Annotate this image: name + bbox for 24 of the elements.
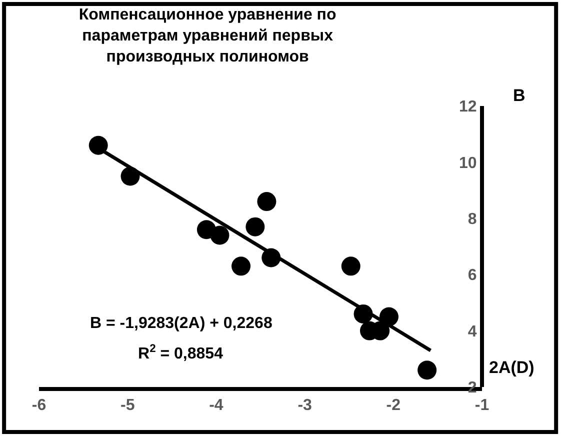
x-tick-label: -6 — [32, 397, 46, 414]
y-tick-label: 8 — [468, 211, 477, 228]
point — [246, 217, 265, 236]
x-tick-label: -2 — [386, 397, 401, 414]
point — [88, 136, 108, 155]
x-axis-title: 2A(D) — [489, 358, 534, 377]
chart-title: Компенсационное уравнение по параметрам уравнений первых производных полиномов — [78, 6, 336, 66]
annotation: B = -1,9283(2A) + 0,2268 — [90, 315, 272, 332]
y-tick-label: 10 — [459, 154, 477, 172]
x-tick-label: -5 — [120, 397, 135, 414]
annotation: R$^{2}$ = 0,8854 — [138, 343, 224, 363]
point — [341, 256, 360, 276]
point — [232, 256, 251, 276]
x-tick-label: -1 — [474, 397, 490, 414]
point — [210, 226, 230, 245]
y-axis-title: B — [513, 86, 526, 105]
point — [257, 192, 276, 212]
x-tick-label: -4 — [209, 397, 224, 414]
x-tick-label: -3 — [298, 397, 312, 414]
y-tick-label: 12 — [459, 98, 477, 116]
y-tick-label: 2 — [468, 380, 477, 397]
y-tick-label: 6 — [468, 267, 477, 284]
y-tick-label: 4 — [468, 323, 477, 340]
point — [418, 360, 437, 380]
